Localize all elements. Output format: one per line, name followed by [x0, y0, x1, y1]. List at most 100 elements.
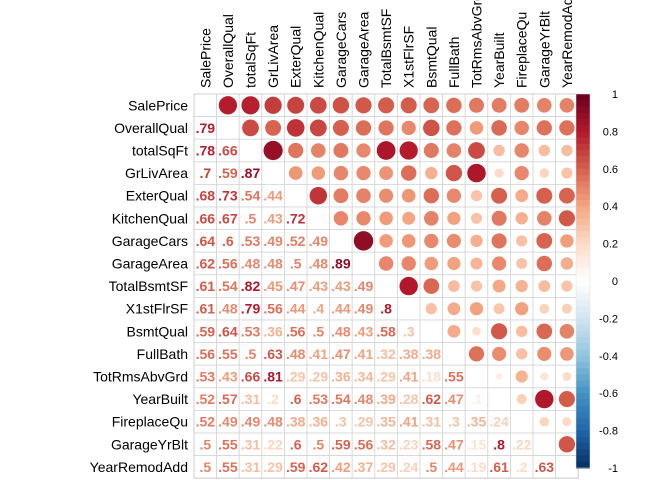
colorbar-tick-label: -1 — [608, 463, 618, 475]
value-fullbath-saleprice: .56 — [196, 346, 216, 362]
colorbar-segment — [576, 175, 590, 182]
circle-saleprice-yearremodadd — [559, 98, 575, 113]
value-yearremodadd-fullbath: .44 — [444, 459, 464, 475]
circle-saleprice-fireplacequ — [514, 97, 530, 113]
circle-exterqual-x1stflrsf — [401, 188, 416, 203]
value-yearbuilt-kitchenqual: .53 — [309, 391, 329, 407]
color-legend: 1 0.8 0.6 0.4 0.2 0 -0.2 -0.4 -0.6 -0.8 -1 — [575, 89, 618, 475]
colorbar-tick-label: -0.8 — [599, 426, 618, 438]
value-x1stflrsf-grlivarea: .56 — [263, 301, 283, 317]
colorbar-segment — [576, 293, 590, 301]
colorbar-segment — [576, 193, 590, 201]
colorbar-segment — [576, 168, 590, 176]
circle-totalsqft-exterqual — [288, 142, 304, 159]
column-label-totalbsmtsf: TotalBsmtSF — [378, 9, 394, 88]
cell-fireplacequ-fireplacequ — [509, 409, 534, 434]
cell-garageyrblt-garageyrblt — [532, 432, 557, 457]
value-garageyrblt-garagecars: .59 — [331, 436, 351, 452]
circle-totalsqft-yearremodadd — [561, 144, 573, 157]
circle-x1stflrsf-yearremodadd — [561, 303, 572, 314]
value-garageyrblt-x1stflrsf: .23 — [399, 436, 419, 452]
value-garagearea-kitchenqual: .48 — [309, 256, 329, 272]
circle-grlivarea-x1stflrsf — [400, 165, 417, 181]
colorbar-segment — [576, 162, 590, 170]
value-totrmsabvgrd-kitchenqual: .29 — [309, 369, 329, 385]
value-yearremodadd-exterqual: .59 — [286, 459, 306, 475]
value-bsmtqual-overallqual: .64 — [218, 323, 238, 339]
circle-overallqual-totalsqft — [242, 119, 259, 137]
circle-totalbsmtsf-totrmsabvgrd — [470, 280, 483, 292]
value-exterqual-saleprice: .68 — [196, 188, 216, 204]
circle-garagearea-x1stflrsf — [401, 256, 416, 271]
value-totalbsmtsf-exterqual: .47 — [286, 278, 306, 294]
circle-grlivarea-yearremodadd — [561, 167, 573, 179]
circle-kitchenqual-garagecars — [333, 211, 349, 226]
value-totrmsabvgrd-garagearea: .34 — [354, 369, 374, 385]
value-garageyrblt-fullbath: .47 — [444, 436, 464, 452]
value-fireplacequ-saleprice: .52 — [196, 414, 216, 430]
circle-kitchenqual-garageyrblt — [537, 211, 552, 226]
circle-grlivarea-totalbsmtsf — [379, 166, 394, 181]
value-garageyrblt-exterqual: .6 — [290, 436, 302, 452]
value-yearbuilt-overallqual: .57 — [218, 391, 238, 407]
colorbar-tick-label: 0 — [612, 276, 618, 288]
value-garagearea-grlivarea: .48 — [263, 256, 283, 272]
row-label-bsmtqual: BsmtQual — [127, 323, 188, 339]
value-fireplacequ-yearbuilt: .24 — [489, 414, 509, 430]
value-totalbsmtsf-saleprice: .61 — [196, 278, 216, 294]
value-bsmtqual-x1stflrsf: .3 — [403, 323, 415, 339]
colorbar-segment — [576, 355, 590, 363]
value-fullbath-kitchenqual: .41 — [309, 346, 329, 362]
value-exterqual-totalsqft: .54 — [241, 188, 261, 204]
value-fireplacequ-kitchenqual: .36 — [309, 414, 329, 430]
column-label-x1stflrsf: X1stFlrSF — [401, 26, 417, 88]
colorbar-segment — [576, 399, 590, 407]
value-fireplacequ-exterqual: .38 — [286, 414, 306, 430]
value-kitchenqual-saleprice: .66 — [196, 210, 216, 226]
cell-exterqual-exterqual — [283, 183, 308, 208]
value-fullbath-exterqual: .48 — [286, 346, 306, 362]
colorbar-segment — [576, 118, 590, 126]
column-label-exterqual: ExterQual — [288, 26, 304, 88]
circle-exterqual-garageyrblt — [536, 187, 553, 204]
value-garageyrblt-totalbsmtsf: .32 — [376, 436, 396, 452]
value-garagecars-overallqual: .6 — [222, 233, 234, 249]
value-bsmtqual-saleprice: .59 — [196, 323, 216, 339]
cell-bsmtqual-bsmtqual — [419, 319, 444, 344]
circle-saleprice-yearbuilt — [491, 97, 507, 113]
circle-exterqual-yearbuilt — [491, 187, 508, 204]
value-garageyrblt-totalsqft: .31 — [241, 436, 261, 452]
circle-totalsqft-kitchenqual — [311, 143, 326, 158]
circle-yearbuilt-fireplacequ — [516, 394, 527, 405]
circle-saleprice-exterqual — [287, 96, 305, 114]
circle-garagecars-bsmtqual — [424, 233, 439, 249]
circle-yearbuilt-garageyrblt — [535, 389, 554, 409]
circle-garagecars-fireplacequ — [516, 235, 528, 247]
value-fullbath-overallqual: .55 — [218, 346, 238, 362]
circle-garagearea-totrmsabvgrd — [470, 257, 483, 270]
value-totrmsabvgrd-saleprice: .53 — [196, 369, 216, 385]
circle-overallqual-totrmsabvgrd — [469, 121, 484, 135]
column-label-grlivarea: GrLivArea — [265, 25, 281, 88]
circle-totalbsmtsf-yearbuilt — [492, 279, 506, 293]
colorbar-segment — [576, 337, 590, 344]
colorbar-segment — [576, 362, 590, 369]
circle-overallqual-garageyrblt — [536, 120, 552, 136]
value-yearremodadd-overallqual: .55 — [218, 459, 238, 475]
colorbar-segment — [576, 405, 590, 413]
circle-garagecars-yearbuilt — [491, 233, 507, 249]
circle-saleprice-overallqual — [218, 96, 238, 115]
value-x1stflrsf-kitchenqual: .4 — [312, 301, 324, 317]
circle-fireplacequ-garageyrblt — [539, 416, 550, 427]
circle-exterqual-totrmsabvgrd — [470, 190, 483, 202]
value-garagearea-garagecars: .89 — [331, 256, 351, 272]
column-label-fullbath: FullBath — [446, 37, 462, 88]
value-totalbsmtsf-grlivarea: .45 — [263, 278, 283, 294]
colorbar-segment — [576, 430, 590, 438]
value-yearremodadd-x1stflrsf: .24 — [399, 459, 419, 475]
column-label-garagecars: GarageCars — [333, 12, 349, 88]
circle-garagearea-yearremodadd — [560, 257, 574, 270]
circle-garagearea-fireplacequ — [516, 257, 528, 270]
value-yearbuilt-garagearea: .48 — [354, 391, 374, 407]
row-label-fireplacequ: FireplaceQu — [112, 414, 188, 430]
